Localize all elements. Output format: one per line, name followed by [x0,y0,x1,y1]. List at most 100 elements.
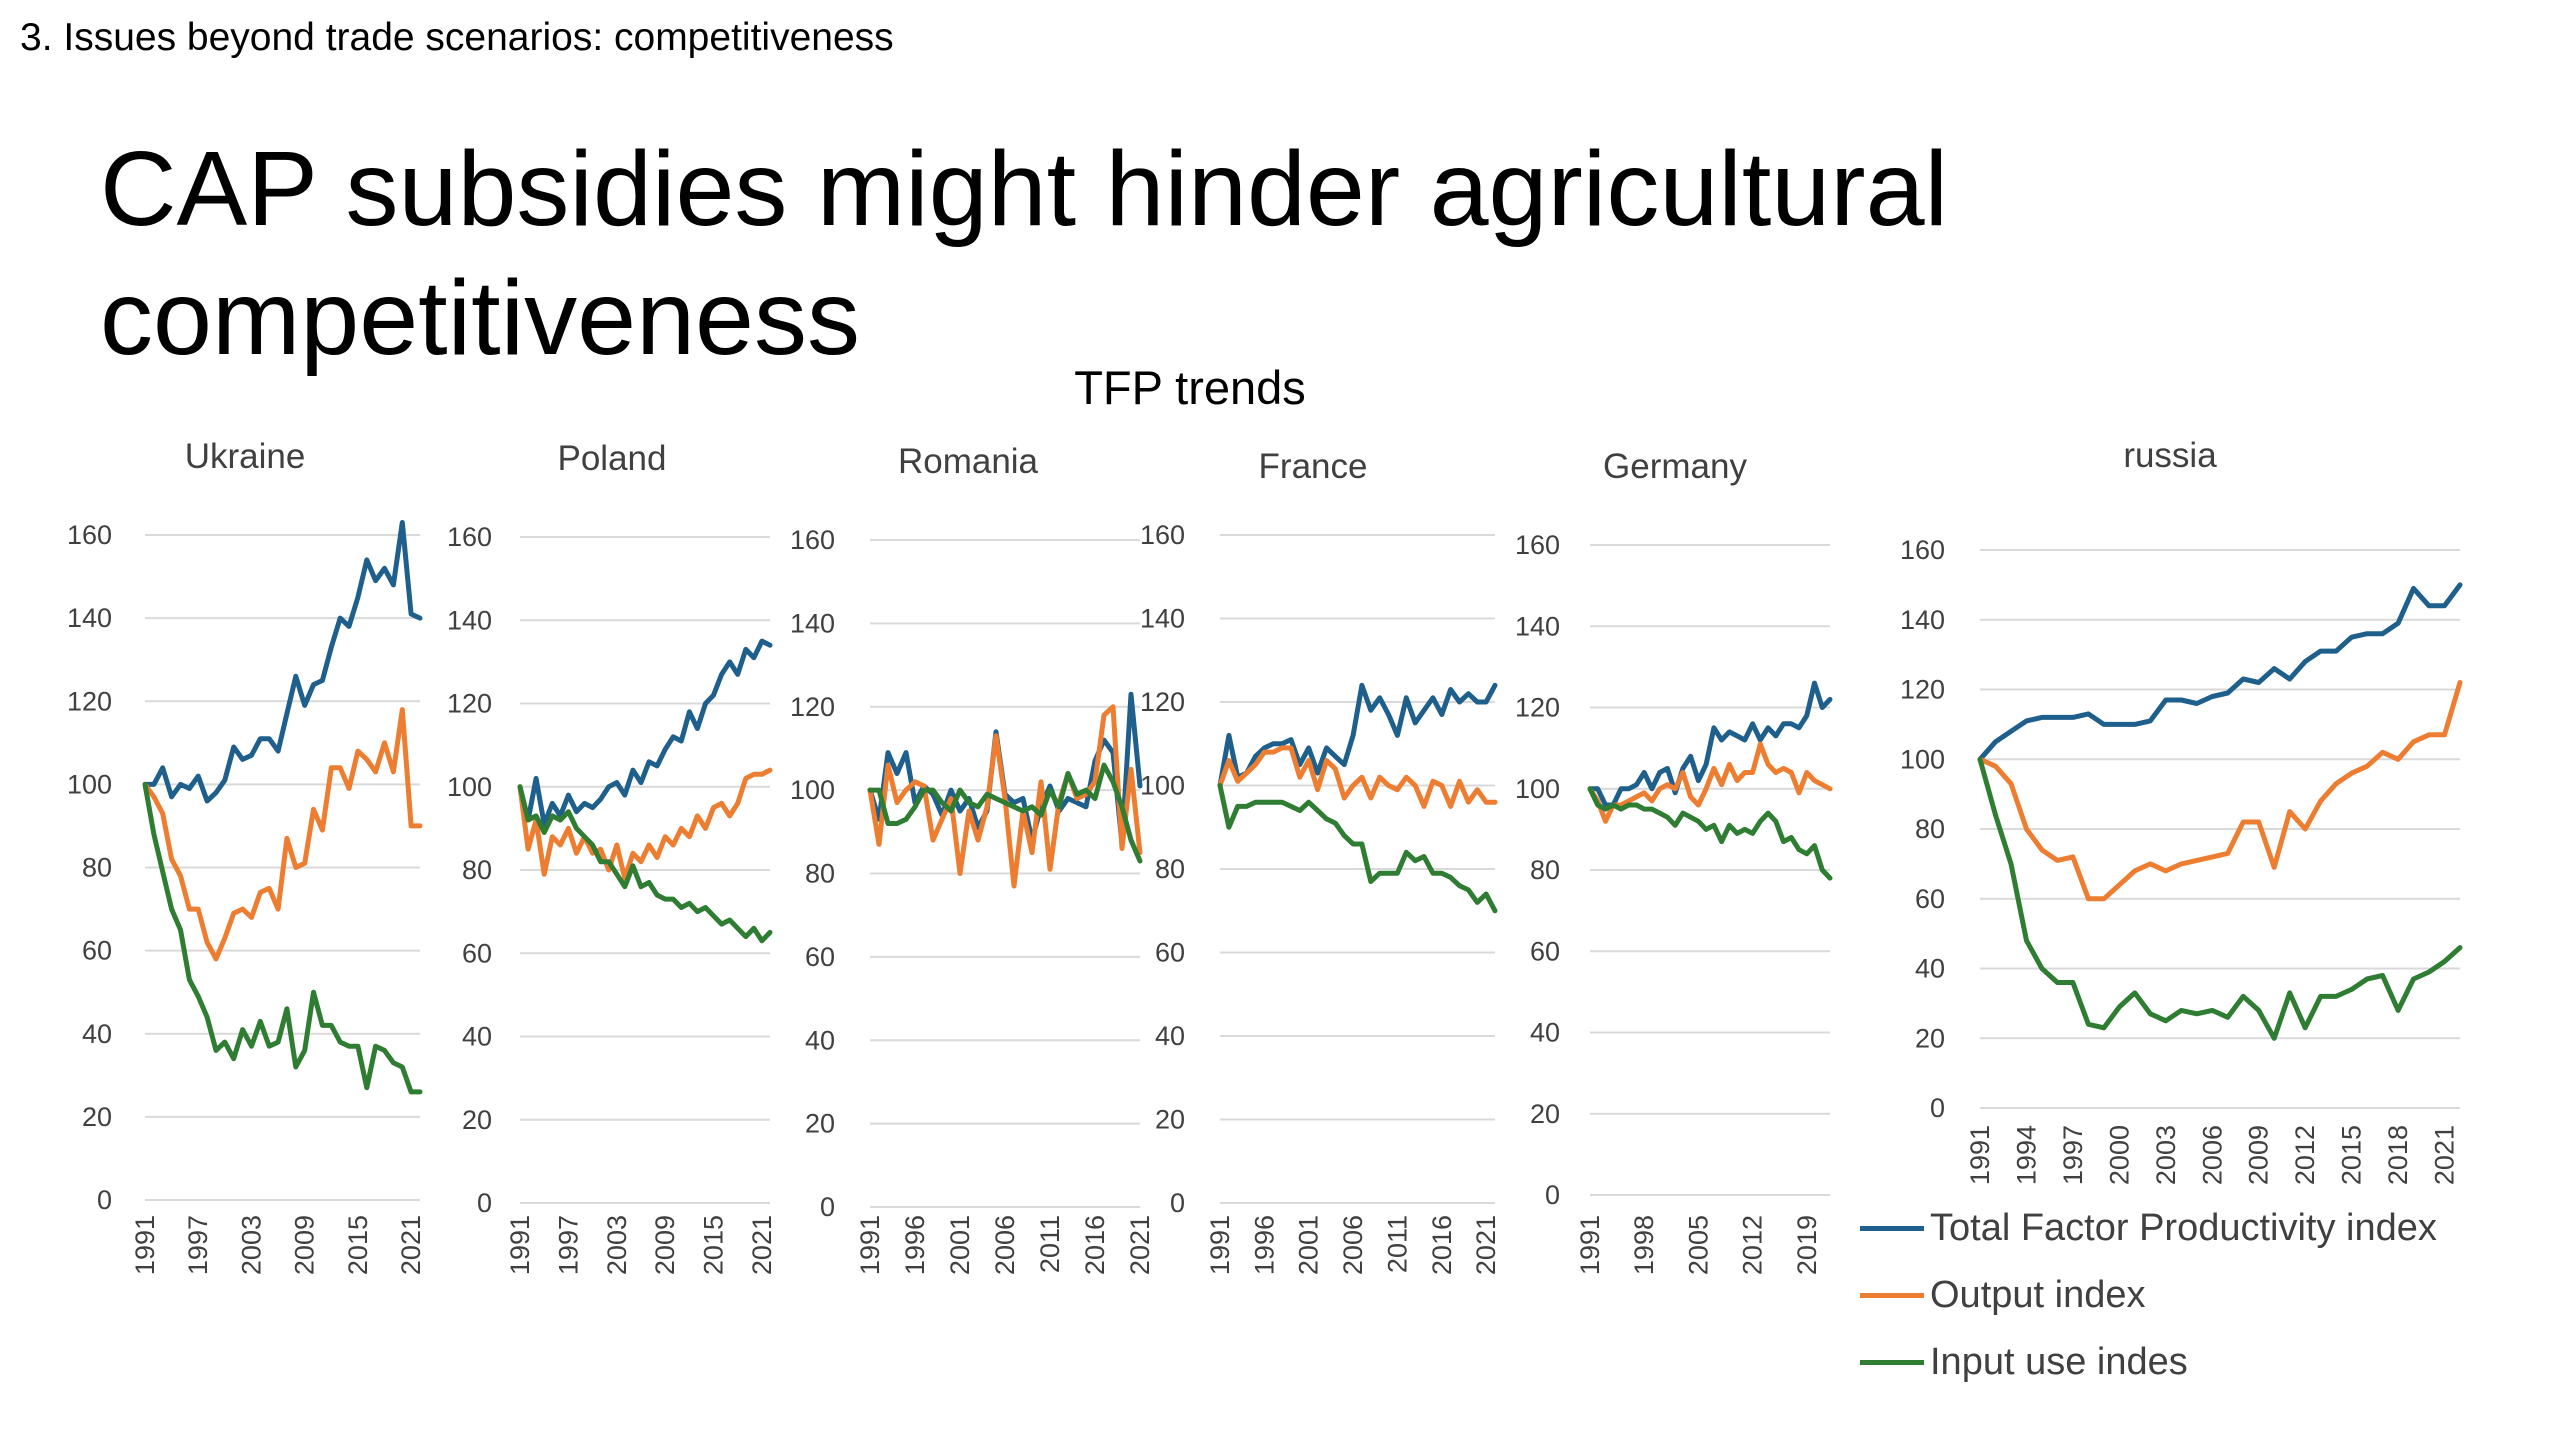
series-line-russia-total-factor-productivity-index [1977,582,2463,762]
x-tick-label-ukraine: 1997 [183,1215,213,1275]
y-tick-label-germany: 80 [1530,855,1560,885]
y-tick-label-romania: 0 [820,1192,835,1222]
x-tick-label-poland: 1997 [553,1215,583,1275]
y-tick-label-russia: 80 [1915,814,1945,844]
x-tick-label-russia: 2018 [2383,1125,2413,1185]
legend-swatch-tfp [1860,1226,1924,1231]
y-tick-label-romania: 160 [790,525,835,555]
series-line-germany-output-index [1587,741,1833,824]
panel-title-poland: Poland [558,439,667,478]
x-tick-label-france: 1991 [1205,1215,1235,1275]
x-tick-label-poland: 2015 [699,1215,729,1275]
series-line-russia-input-use-indes [1977,756,2463,1041]
y-tick-label-poland: 160 [447,522,492,552]
y-tick-label-poland: 0 [477,1188,492,1218]
y-tick-label-germany: 0 [1545,1180,1560,1210]
y-tick-label-germany: 20 [1530,1099,1560,1129]
y-tick-label-ukraine: 140 [67,603,112,633]
series-line-ukraine-input-use-indes [142,781,423,1095]
x-tick-label-russia: 2015 [2337,1125,2367,1185]
x-tick-label-romania: 2006 [990,1215,1020,1275]
y-tick-label-ukraine: 20 [82,1102,112,1132]
legend-label-tfp: Total Factor Productivity index [1930,1207,2437,1249]
x-tick-label-romania: 2021 [1125,1215,1155,1275]
legend-label-input: Input use indes [1930,1341,2188,1383]
x-tick-label-russia: 2003 [2151,1125,2181,1185]
y-tick-label-france: 20 [1155,1105,1185,1135]
y-tick-label-germany: 140 [1515,611,1560,641]
x-tick-label-ukraine: 2003 [236,1215,266,1275]
x-tick-label-russia: 1997 [2058,1125,2088,1185]
y-tick-label-ukraine: 60 [82,936,112,966]
series-line-poland-total-factor-productivity-index [517,638,773,827]
x-tick-label-russia: 2021 [2430,1125,2460,1185]
y-tick-label-france: 160 [1140,520,1185,550]
series-line-ukraine-total-factor-productivity-index [142,520,423,804]
y-tick-label-russia: 120 [1900,675,1945,705]
y-tick-label-russia: 20 [1915,1023,1945,1053]
y-tick-label-romania: 120 [790,692,835,722]
y-tick-label-germany: 100 [1515,774,1560,804]
series-line-ukraine-output-index [142,707,423,962]
x-tick-label-russia: 2006 [2197,1125,2227,1185]
x-tick-label-ukraine: 2015 [343,1215,373,1275]
x-tick-label-russia: 2012 [2290,1125,2320,1185]
panel-title-germany: Germany [1603,447,1747,486]
x-tick-label-romania: 1991 [855,1215,885,1275]
y-tick-label-poland: 80 [462,855,492,885]
x-tick-label-poland: 2009 [650,1215,680,1275]
y-tick-label-romania: 40 [805,1025,835,1055]
legend-item-output: Output index [1860,1262,2437,1329]
y-tick-label-france: 80 [1155,854,1185,884]
slide-headline: CAP subsidies might hinder agricultural … [100,130,1949,377]
y-tick-label-russia: 60 [1915,884,1945,914]
y-tick-label-romania: 80 [805,859,835,889]
x-tick-label-russia: 1991 [1965,1125,1995,1185]
series-line-romania-output-index [867,704,1143,889]
series-line-poland-input-use-indes [517,784,773,944]
series-line-germany-input-use-indes [1587,786,1833,881]
y-tick-label-romania: 20 [805,1109,835,1139]
chart-legend: Total Factor Productivity index Output i… [1860,1195,2437,1396]
series-line-france-total-factor-productivity-index [1217,682,1498,788]
x-tick-label-poland: 2003 [602,1215,632,1275]
x-tick-label-poland: 2021 [747,1215,777,1275]
y-tick-label-poland: 60 [462,938,492,968]
y-tick-label-germany: 120 [1515,693,1560,723]
x-tick-label-france: 1996 [1249,1215,1279,1275]
x-tick-label-romania: 1996 [900,1215,930,1275]
y-tick-label-france: 100 [1140,771,1185,801]
series-line-romania-input-use-indes [867,762,1143,864]
y-tick-label-russia: 40 [1915,954,1945,984]
x-tick-label-romania: 2011 [1035,1215,1065,1273]
x-tick-label-poland: 1991 [505,1215,535,1275]
series-line-france-input-use-indes [1217,783,1498,914]
x-tick-label-france: 2011 [1382,1215,1412,1273]
y-tick-label-romania: 140 [790,608,835,638]
x-tick-label-france: 2001 [1294,1215,1324,1275]
legend-item-input: Input use indes [1860,1329,2437,1396]
y-tick-label-germany: 40 [1530,1018,1560,1048]
y-tick-label-romania: 60 [805,942,835,972]
section-label: 3. Issues beyond trade scenarios: compet… [20,16,894,59]
y-tick-label-romania: 100 [790,775,835,805]
x-tick-label-germany: 1998 [1629,1215,1659,1275]
y-tick-label-poland: 120 [447,689,492,719]
x-tick-label-germany: 2012 [1738,1215,1768,1275]
series-line-germany-total-factor-productivity-index [1587,680,1833,808]
x-tick-label-france: 2016 [1427,1215,1457,1275]
y-tick-label-russia: 100 [1900,744,1945,774]
y-tick-label-poland: 40 [462,1022,492,1052]
panel-title-russia: russia [2123,436,2217,475]
figure-title: TFP trends [1074,361,1306,414]
y-tick-label-france: 140 [1140,604,1185,634]
y-tick-label-france: 120 [1140,687,1185,717]
x-tick-label-germany: 1991 [1575,1215,1605,1275]
y-tick-label-france: 60 [1155,938,1185,968]
y-tick-label-russia: 0 [1930,1093,1945,1123]
y-tick-label-germany: 160 [1515,530,1560,560]
legend-item-tfp: Total Factor Productivity index [1860,1195,2437,1262]
legend-swatch-output [1860,1293,1924,1298]
y-tick-label-poland: 140 [447,605,492,635]
